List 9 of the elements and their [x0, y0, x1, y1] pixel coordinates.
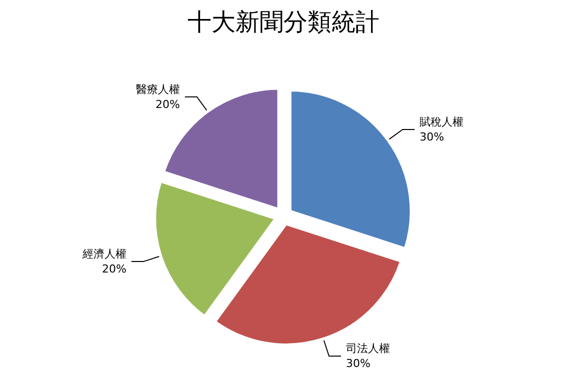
slice-label: 司法人權: [346, 342, 390, 356]
data-label: 30%: [346, 357, 370, 370]
slice-label: 醫療人權: [136, 82, 180, 96]
chart-title: 十大新聞分類統計: [188, 9, 380, 36]
slice-label: 經濟人權: [81, 248, 126, 261]
slice-label: 賦稅人權: [420, 115, 464, 128]
data-label: 20%: [155, 98, 180, 111]
data-label: 20%: [102, 262, 126, 276]
data-label: 30%: [420, 130, 444, 144]
